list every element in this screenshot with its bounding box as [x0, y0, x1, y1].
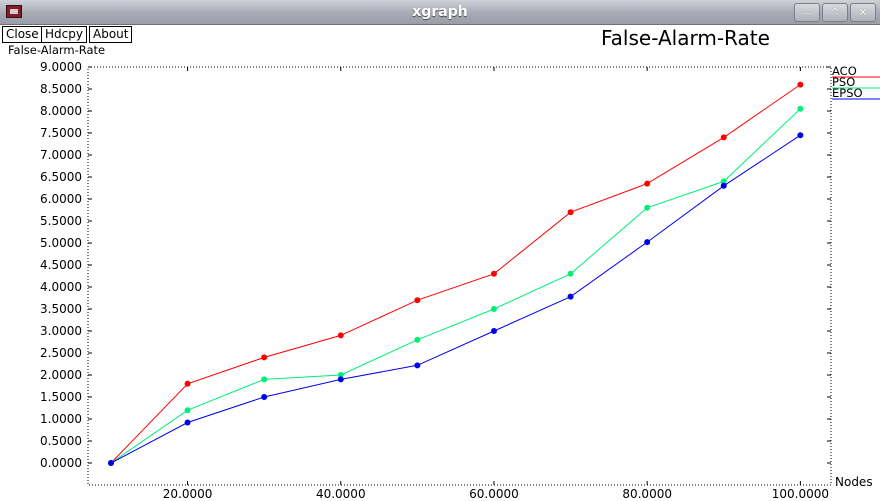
close-button[interactable]: Close — [2, 26, 43, 43]
hardcopy-button[interactable]: Hdcpy — [41, 26, 87, 43]
x-tick-label: 60.0000 — [469, 487, 519, 501]
series-line-aco — [110, 84, 801, 464]
data-point-pso — [567, 270, 574, 277]
data-point-epso — [490, 328, 497, 334]
data-point-aco — [797, 81, 804, 88]
y-tick-label: 5.5000 — [40, 214, 82, 228]
y-tick-label: 2.5000 — [40, 346, 82, 360]
legend-label-epso: EPSO — [832, 86, 863, 100]
y-tick-label: 3.5000 — [40, 302, 82, 316]
y-tick-label: 0.0000 — [40, 456, 82, 470]
y-tick-label: 0.5000 — [40, 434, 82, 448]
data-point-aco — [720, 134, 727, 141]
data-point-epso — [720, 182, 727, 189]
data-point-pso — [490, 306, 497, 312]
data-point-aco — [184, 380, 191, 387]
y-tick-label: 4.0000 — [40, 280, 82, 294]
data-point-aco — [490, 270, 497, 277]
y-tick-label: 6.5000 — [40, 170, 82, 184]
data-point-aco — [261, 354, 268, 361]
y-tick-label: 6.0000 — [40, 192, 82, 206]
data-point-epso — [797, 132, 804, 139]
data-point-epso — [567, 293, 574, 300]
data-point-epso — [184, 419, 191, 426]
plot-frame — [87, 66, 832, 486]
data-point-pso — [261, 376, 268, 383]
data-point-aco — [567, 209, 574, 216]
data-point-aco — [414, 297, 421, 304]
y-tick-label: 8.0000 — [40, 104, 82, 118]
legend-label-pso: PSO — [832, 75, 855, 89]
data-point-epso — [644, 239, 651, 246]
data-point-pso — [414, 336, 421, 343]
y-tick-label: 2.0000 — [40, 368, 82, 382]
y-tick-label: 4.5000 — [40, 258, 82, 272]
y-tick-label: 7.0000 — [40, 148, 82, 162]
y-axis-title: False-Alarm-Rate — [8, 43, 106, 57]
maximize-button[interactable]: ^ — [822, 3, 848, 22]
about-button[interactable]: About — [89, 26, 133, 43]
data-point-pso — [644, 204, 651, 211]
data-point-epso — [337, 376, 344, 383]
y-tick-label: 3.0000 — [40, 324, 82, 338]
data-point-aco — [644, 180, 651, 187]
y-tick-label: 1.0000 — [40, 412, 82, 426]
x-tick-label: 80.0000 — [622, 487, 672, 501]
window-title: xgraph — [412, 4, 468, 20]
y-tick-label: 5.0000 — [40, 236, 82, 250]
y-tick-label: 1.5000 — [40, 390, 82, 404]
app-icon[interactable] — [6, 5, 22, 18]
x-axis-title: Nodes — [835, 475, 873, 489]
window-close-button[interactable]: ✕ — [850, 3, 876, 22]
data-point-epso — [261, 394, 268, 400]
x-tick-label: 40.0000 — [316, 487, 366, 501]
data-point-pso — [184, 407, 191, 414]
y-tick-label: 8.5000 — [40, 82, 82, 96]
x-tick-label: 20.0000 — [163, 487, 213, 501]
y-tick-label: 7.5000 — [40, 126, 82, 140]
data-point-pso — [720, 178, 727, 185]
x-tick-label: 100.0000 — [772, 487, 829, 501]
chart-title: False-Alarm-Rate — [601, 26, 770, 50]
data-point-pso — [337, 372, 344, 378]
data-point-epso — [414, 362, 421, 369]
data-point-pso — [797, 105, 804, 112]
data-point-aco — [337, 332, 344, 339]
data-point-epso — [107, 460, 114, 466]
window-titlebar: xgraph — ^ ✕ — [0, 0, 880, 25]
y-tick-label: 9.0000 — [40, 60, 82, 74]
series-line-pso — [110, 108, 801, 464]
legend-label-aco: ACO — [832, 64, 857, 78]
series-line-epso — [110, 134, 801, 464]
minimize-button[interactable]: — — [794, 3, 820, 22]
